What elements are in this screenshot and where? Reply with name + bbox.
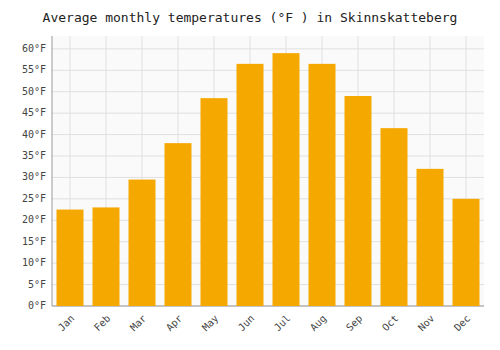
bar xyxy=(237,64,264,306)
x-tick-label: Nov xyxy=(416,313,437,334)
y-tick-label: 0°F xyxy=(28,300,46,311)
y-grid-line xyxy=(52,48,484,49)
y-tick-label: 40°F xyxy=(22,129,46,140)
x-tick-label: Dec xyxy=(452,313,473,334)
x-tick-label: Feb xyxy=(92,313,113,334)
y-tick-label: 5°F xyxy=(28,279,46,290)
bar xyxy=(309,64,336,306)
chart-svg: 0°F 5°F 10°F 15°F 20°F 25°F 30°F 35°F 40°F 45°F 50… xyxy=(0,0,500,350)
y-tick-label: 45°F xyxy=(22,107,46,118)
bar xyxy=(201,98,228,306)
y-tick-label: 35°F xyxy=(22,150,46,161)
x-tick-label: Aug xyxy=(308,313,329,334)
chart-title: Average monthly temperatures (°F ) in Sk… xyxy=(43,10,458,25)
y-tick-label: 20°F xyxy=(22,214,46,225)
y-grid-line xyxy=(52,91,484,92)
y-tick-label: 15°F xyxy=(22,236,46,247)
x-tick-label: Sep xyxy=(344,313,365,334)
chart-container: 0°F 5°F 10°F 15°F 20°F 25°F 30°F 35°F 40°F 45°F 50… xyxy=(0,0,500,350)
bars xyxy=(57,53,480,306)
x-tick-label: Oct xyxy=(380,313,401,334)
y-tick-label: 25°F xyxy=(22,193,46,204)
x-tick-label: Jul xyxy=(272,313,293,334)
y-grid-line xyxy=(52,70,484,71)
x-tick-label: May xyxy=(200,313,221,334)
x-tick-label: Jan xyxy=(56,313,77,334)
plot-background xyxy=(52,36,484,306)
bar xyxy=(165,143,192,306)
y-tick-label: 55°F xyxy=(22,64,46,75)
bar xyxy=(129,180,156,306)
bar xyxy=(273,53,300,306)
bar xyxy=(93,207,120,306)
x-tick-label: Mar xyxy=(128,313,149,334)
y-tick-label: 60°F xyxy=(22,43,46,54)
bar xyxy=(417,169,444,306)
y-tick-label: 50°F xyxy=(22,86,46,97)
bar xyxy=(381,128,408,306)
y-tick-label: 30°F xyxy=(22,171,46,182)
y-axis-line xyxy=(52,36,53,306)
bar xyxy=(453,199,480,306)
grid xyxy=(52,36,484,306)
y-grid-line xyxy=(52,134,484,135)
axes: 0°F 5°F 10°F 15°F 20°F 25°F 30°F 35°F 40°F 45°F 50… xyxy=(22,36,484,333)
x-tick-label: Jun xyxy=(236,313,257,334)
y-grid-line xyxy=(52,113,484,114)
bar xyxy=(57,210,84,306)
x-tick-label: Apr xyxy=(164,313,185,334)
y-grid-line xyxy=(52,156,484,157)
bar xyxy=(345,96,372,306)
y-tick-label: 10°F xyxy=(22,257,46,268)
